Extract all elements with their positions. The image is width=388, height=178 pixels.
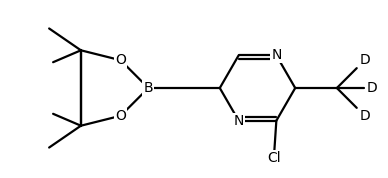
Text: O: O [115, 53, 126, 67]
Text: N: N [271, 48, 282, 62]
Text: Cl: Cl [268, 151, 281, 165]
Text: O: O [115, 109, 126, 123]
Text: D: D [359, 109, 370, 123]
Text: D: D [359, 53, 370, 67]
Text: B: B [144, 81, 153, 95]
Text: N: N [234, 114, 244, 128]
Text: D: D [366, 81, 377, 95]
